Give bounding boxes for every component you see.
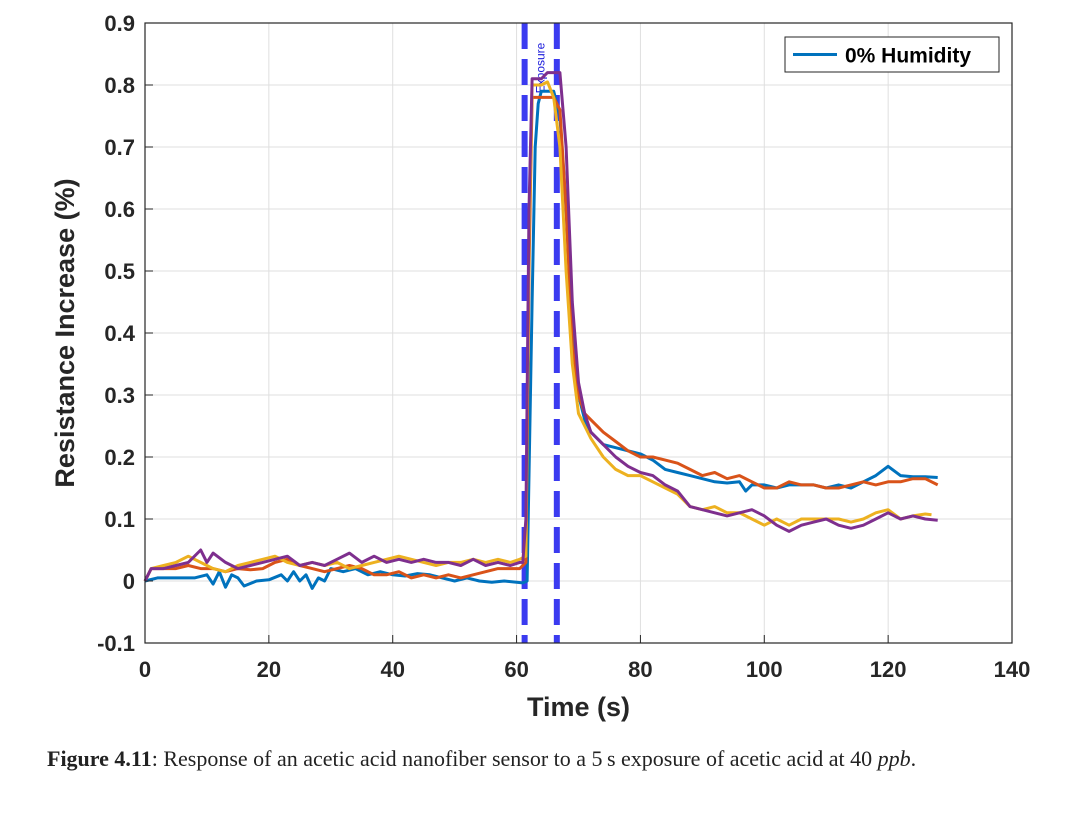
y-tick-label: 0.2 bbox=[104, 445, 135, 470]
legend-entry: 0% Humidity bbox=[845, 45, 971, 68]
legend: 0% Humidity bbox=[784, 36, 1000, 73]
caption-unit: ppb bbox=[877, 746, 911, 771]
series-line-3 bbox=[143, 80, 932, 582]
y-tick-label: 0.7 bbox=[104, 135, 135, 160]
x-tick-label: 20 bbox=[257, 657, 281, 682]
y-tick-label: 0.9 bbox=[104, 11, 135, 36]
y-tick-label: 0.8 bbox=[104, 73, 135, 98]
exposure-label: Exposure bbox=[534, 42, 548, 93]
y-axis-title: Resistance Increase (%) bbox=[50, 178, 80, 487]
tick-labels: 0 20 40 60 80 100 120 140-0.100.10.20.30.40.50.… bbox=[97, 11, 1030, 682]
series-line-4 bbox=[143, 71, 938, 582]
y-tick-label: 0.5 bbox=[104, 259, 135, 284]
y-tick-label: 0.6 bbox=[104, 197, 135, 222]
series-group bbox=[143, 71, 939, 590]
chart: Exposure 0 20 40 60 80 100 120 140-0.100.10.20.… bbox=[0, 0, 1079, 740]
y-tick-label: -0.1 bbox=[97, 631, 135, 656]
y-tick-label: 0 bbox=[123, 569, 135, 594]
chart-background bbox=[0, 0, 1079, 740]
caption-label: Figure 4.11 bbox=[47, 746, 152, 771]
x-tick-label: 60 bbox=[504, 657, 528, 682]
x-tick-label: 80 bbox=[628, 657, 652, 682]
x-tick-label: 120 bbox=[870, 657, 907, 682]
y-tick-label: 0.3 bbox=[104, 383, 135, 408]
x-tick-label: 40 bbox=[380, 657, 404, 682]
y-tick-label: 0.1 bbox=[104, 507, 135, 532]
y-tick-label: 0.4 bbox=[104, 321, 135, 346]
x-tick-label: 0 bbox=[139, 657, 151, 682]
x-tick-label: 140 bbox=[994, 657, 1031, 682]
x-axis-title: Time (s) bbox=[527, 692, 630, 722]
caption-end: . bbox=[910, 746, 917, 771]
figure-caption: Figure 4.11: Response of an acetic acid … bbox=[47, 744, 1057, 774]
x-tick-label: 100 bbox=[746, 657, 783, 682]
caption-text: : Response of an acetic acid nanofiber s… bbox=[151, 746, 878, 771]
